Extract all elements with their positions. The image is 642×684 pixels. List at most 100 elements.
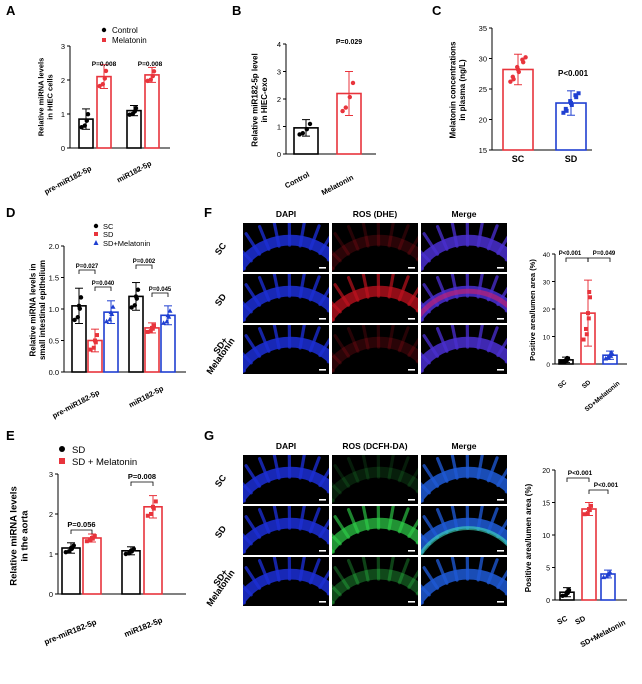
villus: [243, 250, 253, 263]
scale-bar: [408, 550, 415, 552]
villus: [397, 558, 410, 585]
micrograph-tissue: [243, 325, 329, 374]
y-axis-title-group: Relative miRNA levels in HIEC cells: [37, 58, 55, 137]
data-point: [515, 64, 520, 70]
data-point: [108, 309, 114, 315]
significance-bracket: [130, 481, 154, 486]
data-point: [587, 507, 591, 511]
villus: [422, 334, 440, 358]
data-point: [563, 106, 568, 111]
villus: [257, 508, 271, 534]
villus: [421, 250, 431, 263]
data-point: [97, 83, 102, 89]
villus: [308, 558, 321, 585]
panel-letter-A: A: [6, 3, 16, 18]
data-point: [150, 325, 154, 330]
y-tick-label: 4: [277, 40, 281, 49]
micrograph-tissue: [332, 223, 418, 272]
x-category-label: Melatonin: [320, 173, 355, 198]
villus: [504, 307, 507, 313]
villus: [257, 559, 271, 585]
scale-bar: [319, 499, 326, 501]
p-value: P=0.040: [92, 281, 115, 287]
villus: [298, 325, 306, 350]
bar: [144, 327, 160, 373]
y-axis-title-group: Relative miR182-5p level in HIEC-exo: [250, 53, 269, 146]
data-point: [72, 317, 77, 323]
villus: [308, 456, 321, 483]
villus: [210, 631, 234, 632]
villus: [217, 268, 239, 278]
scale-bar: [497, 550, 504, 552]
villus: [476, 223, 484, 248]
y-tick-label: 0: [546, 362, 550, 369]
y-tick-label: 20: [542, 468, 550, 475]
data-point: [90, 536, 94, 540]
villus: [272, 325, 281, 350]
villus: [496, 467, 507, 488]
micrograph-tissue: [421, 274, 507, 323]
villus: [243, 482, 253, 495]
legend-label: SC: [103, 222, 114, 231]
villus: [435, 225, 449, 251]
significance-bracket: [588, 489, 609, 494]
villus: [361, 223, 370, 248]
data-point: [107, 316, 113, 322]
villus: [421, 584, 431, 597]
villus: [299, 399, 323, 400]
data-point: [161, 320, 167, 325]
p-value: P<0.001: [558, 69, 589, 78]
micrograph-background: [332, 455, 418, 504]
villus: [388, 631, 412, 632]
data-point: [581, 337, 586, 342]
villus: [243, 301, 253, 314]
panel-letter-E: E: [6, 428, 15, 443]
y-tick-label: 1: [49, 550, 53, 559]
x-category-label: SD: [574, 614, 588, 627]
villus: [257, 225, 271, 251]
villus: [504, 539, 507, 545]
data-point: [95, 333, 99, 338]
micrograph-background: [332, 325, 418, 374]
villus: [388, 399, 412, 400]
y-axis-title-group: Melatonin concentrations in plasma (ng/L): [448, 41, 467, 138]
micrograph-row-label-group: SC: [213, 472, 229, 488]
chart-C: 15 20 25 30 35: [479, 24, 592, 155]
micrograph-G: [421, 506, 507, 555]
data-point: [523, 55, 528, 60]
scale-bar: [408, 318, 415, 320]
scale-bar: [408, 369, 415, 371]
villus: [496, 337, 507, 358]
significance-bracket: [94, 286, 112, 291]
villus: [407, 518, 418, 539]
villus: [387, 557, 395, 582]
villus: [435, 457, 449, 483]
micrograph-column-header: ROS (DHE): [353, 209, 398, 219]
villus: [387, 506, 395, 531]
data-point: [340, 108, 345, 114]
data-point: [564, 590, 570, 595]
x-category-label: miR182-5p: [123, 615, 164, 639]
y-axis-title: in HIEC-exo: [260, 77, 269, 122]
micrograph-G: [332, 506, 418, 555]
legend-label: SD: [72, 445, 85, 456]
villus: [345, 614, 369, 620]
villus: [298, 274, 306, 299]
villus: [272, 274, 281, 299]
y-tick-label: 3: [61, 42, 65, 51]
micrograph-column-header: Merge: [451, 209, 476, 219]
y-axis-title: in plasma (ng/L): [458, 59, 467, 121]
p-value: P<0.001: [568, 470, 593, 477]
y-tick-label: 20: [543, 307, 551, 314]
y-tick-label: 40: [543, 252, 551, 259]
villus: [333, 464, 351, 488]
y-axis-title: Relative miRNA levels: [37, 58, 46, 137]
chart-F: 0 10 20 30 40: [543, 252, 627, 369]
data-point: [76, 303, 82, 309]
micrograph-column-header: DAPI: [276, 209, 296, 219]
data-point: [561, 110, 566, 115]
data-point: [85, 112, 91, 117]
y-axis-title: small intestinal epithelium: [38, 260, 47, 360]
data-point: [149, 511, 153, 516]
p-value: P=0.049: [593, 251, 616, 257]
